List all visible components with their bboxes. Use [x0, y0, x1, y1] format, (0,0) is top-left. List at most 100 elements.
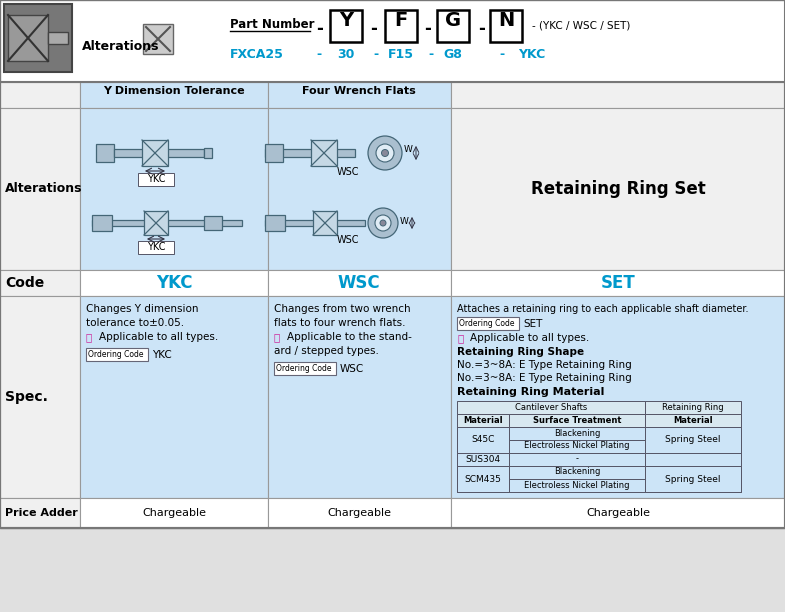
Text: F: F: [394, 11, 407, 30]
Bar: [114, 149, 204, 157]
Text: Ordering Code: Ordering Code: [276, 364, 331, 373]
Text: G: G: [445, 11, 461, 30]
Text: Blackening: Blackening: [553, 468, 601, 477]
Text: Ordering Code: Ordering Code: [459, 319, 514, 328]
Text: YKC: YKC: [147, 242, 166, 252]
Bar: [274, 362, 336, 375]
Bar: [265, 149, 355, 157]
Text: Spec.: Spec.: [5, 390, 48, 404]
Bar: [509, 479, 645, 492]
Text: 30: 30: [338, 48, 355, 61]
Circle shape: [376, 144, 394, 162]
Text: Changes Y dimension: Changes Y dimension: [86, 304, 199, 314]
Text: Part Number: Part Number: [230, 18, 315, 31]
Text: Y: Y: [339, 11, 353, 30]
Bar: [645, 479, 741, 492]
Text: -: -: [499, 48, 505, 61]
Bar: [0, 498, 80, 528]
Text: WSC: WSC: [337, 167, 360, 177]
Bar: [138, 173, 174, 186]
Bar: [0, 82, 785, 528]
Text: N: N: [498, 11, 514, 30]
Text: Changes from two wrench: Changes from two wrench: [274, 304, 411, 314]
Text: tolerance to±0.05.: tolerance to±0.05.: [86, 318, 184, 328]
Bar: [457, 440, 509, 453]
Text: Applicable to the stand-: Applicable to the stand-: [287, 332, 412, 342]
Bar: [509, 453, 645, 466]
Text: Y Dimension Tolerance: Y Dimension Tolerance: [103, 86, 245, 96]
Text: W: W: [404, 146, 413, 154]
Bar: [80, 108, 268, 270]
Bar: [80, 296, 268, 498]
Text: Spring Steel: Spring Steel: [665, 436, 721, 444]
Bar: [330, 10, 362, 42]
Text: Alterations: Alterations: [5, 182, 82, 195]
Bar: [142, 140, 168, 166]
Text: Spring Steel: Spring Steel: [665, 474, 721, 483]
Text: Retaining Ring Shape: Retaining Ring Shape: [457, 347, 584, 357]
Text: flats to four wrench flats.: flats to four wrench flats.: [274, 318, 406, 328]
Bar: [645, 466, 741, 479]
Bar: [143, 24, 173, 54]
Bar: [457, 317, 519, 330]
Text: Chargeable: Chargeable: [586, 508, 650, 518]
Bar: [80, 82, 268, 108]
Bar: [451, 82, 785, 108]
Text: WSC: WSC: [338, 274, 380, 292]
Bar: [138, 241, 174, 254]
Bar: [0, 82, 785, 528]
Text: -: -: [479, 20, 485, 38]
Text: WSC: WSC: [337, 235, 360, 245]
Text: ard / stepped types.: ard / stepped types.: [274, 346, 379, 356]
Text: -: -: [374, 48, 378, 61]
Text: Alterations: Alterations: [82, 40, 159, 53]
Text: G8: G8: [444, 48, 462, 61]
Text: SET: SET: [523, 319, 542, 329]
Text: Electroless Nickel Plating: Electroless Nickel Plating: [524, 480, 630, 490]
Text: -: -: [575, 455, 579, 463]
Text: Four Wrench Flats: Four Wrench Flats: [302, 86, 416, 96]
Circle shape: [368, 136, 402, 170]
Text: SET: SET: [601, 274, 635, 292]
Text: Chargeable: Chargeable: [142, 508, 206, 518]
Bar: [313, 211, 337, 235]
Text: Applicable to all types.: Applicable to all types.: [470, 333, 590, 343]
Text: Material: Material: [463, 416, 503, 425]
Bar: [645, 414, 741, 427]
Bar: [509, 414, 645, 427]
Text: ⓘ: ⓘ: [274, 332, 280, 342]
Text: Surface Treatment: Surface Treatment: [533, 416, 621, 425]
Bar: [4, 4, 72, 72]
Bar: [457, 414, 509, 427]
Text: Retaining Ring Set: Retaining Ring Set: [531, 180, 706, 198]
Bar: [0, 270, 80, 296]
Bar: [80, 270, 268, 296]
Text: Applicable to all types.: Applicable to all types.: [99, 332, 218, 342]
Text: YKC: YKC: [147, 174, 166, 184]
Bar: [457, 453, 509, 466]
Bar: [451, 498, 785, 528]
Text: - (YKC / WSC / SET): - (YKC / WSC / SET): [532, 20, 630, 30]
Bar: [457, 466, 509, 492]
Bar: [451, 270, 785, 296]
Text: -: -: [316, 20, 323, 38]
Bar: [645, 453, 741, 466]
Text: Electroless Nickel Plating: Electroless Nickel Plating: [524, 441, 630, 450]
Bar: [265, 144, 283, 162]
Bar: [457, 401, 645, 414]
Bar: [92, 215, 112, 231]
Bar: [265, 220, 365, 226]
Text: Code: Code: [5, 276, 44, 290]
Text: No.=3~8A: E Type Retaining Ring: No.=3~8A: E Type Retaining Ring: [457, 360, 632, 370]
Text: W: W: [400, 217, 409, 225]
Text: Blackening: Blackening: [553, 428, 601, 438]
Text: Retaining Ring Material: Retaining Ring Material: [457, 387, 604, 397]
Circle shape: [382, 149, 389, 157]
Circle shape: [380, 220, 386, 226]
Text: Chargeable: Chargeable: [327, 508, 391, 518]
Bar: [8, 15, 48, 61]
Bar: [645, 440, 741, 453]
Bar: [451, 108, 785, 270]
Bar: [509, 440, 645, 453]
Bar: [0, 82, 80, 108]
